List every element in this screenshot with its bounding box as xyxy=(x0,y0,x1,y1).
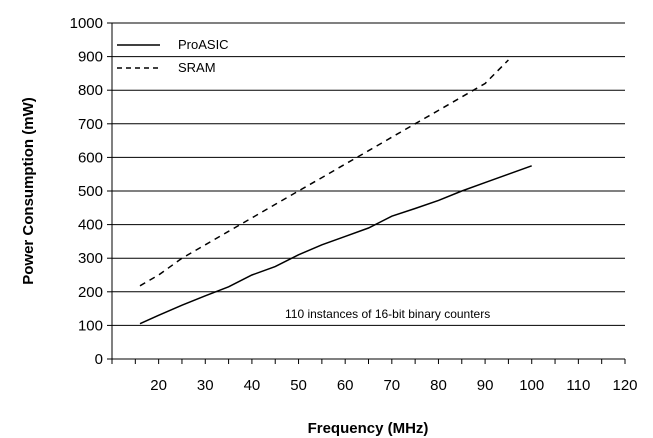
y-tick-label-500: 500 xyxy=(78,183,103,200)
y-tick-label-800: 800 xyxy=(78,82,103,99)
legend-label-sram: SRAM xyxy=(178,60,216,75)
chart-annotation: 110 instances of 16-bit binary counters xyxy=(285,307,490,321)
y-tick-label-300: 300 xyxy=(78,250,103,267)
x-tick-label-70: 70 xyxy=(383,377,400,394)
x-tick-label-80: 80 xyxy=(430,377,447,394)
y-tick-label-0: 0 xyxy=(95,351,103,368)
x-tick-label-100: 100 xyxy=(519,377,544,394)
series-lines xyxy=(139,59,532,325)
y-tick-label-700: 700 xyxy=(78,116,103,133)
series-line-sram xyxy=(139,59,509,287)
y-tick-label-600: 600 xyxy=(78,149,103,166)
legend-label-proasic: ProASIC xyxy=(178,37,229,52)
x-tick-labels: 20 30 40 50 60 70 80 90 100 110 120 xyxy=(111,359,638,394)
x-axis-title: Frequency (MHz) xyxy=(308,420,429,437)
grid-lines xyxy=(112,22,625,326)
y-tick-label-100: 100 xyxy=(78,317,103,334)
x-tick-label-120: 120 xyxy=(612,377,637,394)
x-tick-label-60: 60 xyxy=(337,377,354,394)
y-tick-label-400: 400 xyxy=(78,217,103,234)
x-tick-label-30: 30 xyxy=(197,377,214,394)
y-tick-label-1000: 1000 xyxy=(70,15,103,32)
x-tick-label-90: 90 xyxy=(477,377,494,394)
x-tick-label-50: 50 xyxy=(290,377,307,394)
x-tick-label-110: 110 xyxy=(566,377,590,394)
legend: ProASIC SRAM xyxy=(117,37,229,75)
y-tick-label-200: 200 xyxy=(78,284,103,301)
y-tick-label-900: 900 xyxy=(78,49,103,66)
y-axis-title: Power Consumption (mW) xyxy=(20,97,37,285)
x-tick-label-40: 40 xyxy=(244,377,261,394)
x-tick-label-20: 20 xyxy=(150,377,167,394)
series-line-proasic xyxy=(139,165,532,325)
y-tick-labels: 0 100 200 300 400 500 600 700 800 900 1000 xyxy=(70,15,112,368)
